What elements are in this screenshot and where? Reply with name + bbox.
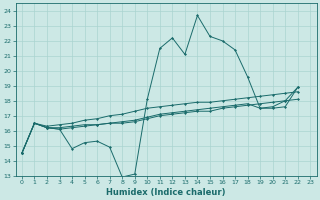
X-axis label: Humidex (Indice chaleur): Humidex (Indice chaleur) (106, 188, 226, 197)
